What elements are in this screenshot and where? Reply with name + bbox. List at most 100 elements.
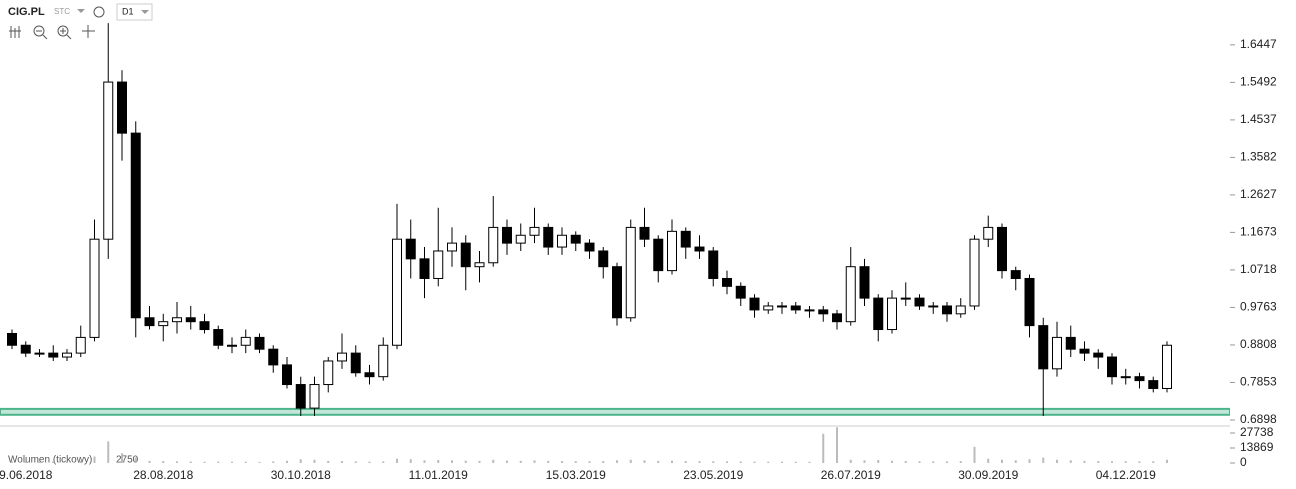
volume-bar xyxy=(753,461,756,463)
candle-body xyxy=(1120,376,1131,379)
volume-bar xyxy=(437,459,440,463)
volume-bar xyxy=(38,461,41,463)
volume-bar xyxy=(93,456,96,463)
dropdown-icon[interactable] xyxy=(141,10,149,14)
x-tick-label: 26.07.2019 xyxy=(821,468,881,482)
chart-type-icon[interactable] xyxy=(9,26,21,38)
x-tick-label: 28.08.2018 xyxy=(133,468,193,482)
info-icon[interactable] xyxy=(93,6,105,18)
volume-bar xyxy=(423,460,426,463)
volume-bar xyxy=(946,461,948,463)
candle-body xyxy=(570,234,581,244)
candle-body xyxy=(1162,344,1172,389)
volume-last: 2750 xyxy=(116,455,139,466)
volume-bar xyxy=(52,461,55,463)
dropdown-icon[interactable] xyxy=(77,9,85,13)
candle-body xyxy=(955,305,966,315)
volume-bar xyxy=(588,461,591,463)
x-tick-label: 30.10.2018 xyxy=(271,468,331,482)
volume-bar xyxy=(794,461,797,463)
volume-bar xyxy=(382,461,385,463)
candle-body xyxy=(309,384,320,409)
candle-body xyxy=(543,226,554,248)
candle-body xyxy=(323,360,334,386)
volume-bar xyxy=(176,461,178,463)
volume-bar xyxy=(506,460,508,463)
candle-body xyxy=(1107,356,1117,378)
volume-bar xyxy=(162,461,165,463)
volume-bar xyxy=(299,459,302,463)
candle-body xyxy=(460,242,471,268)
candle-body xyxy=(818,309,829,315)
candle-body xyxy=(144,317,155,327)
volume-bar xyxy=(217,461,220,463)
volume-bar xyxy=(451,460,453,463)
volume-bar xyxy=(1152,461,1155,463)
candle-body xyxy=(295,384,306,409)
interval-select[interactable] xyxy=(116,3,153,21)
candle-body xyxy=(1065,336,1076,350)
volume-bar xyxy=(134,457,137,463)
zoom-in-icon[interactable] xyxy=(57,25,69,37)
zoom-out-icon[interactable] xyxy=(33,25,45,37)
volume-bar xyxy=(1124,461,1127,463)
volume-bar xyxy=(107,441,110,463)
candle-body xyxy=(667,230,677,272)
volume-bar xyxy=(987,458,990,463)
candle-body xyxy=(89,238,100,338)
y-tick-label: 1.6447 xyxy=(1240,37,1277,51)
candle-body xyxy=(172,317,182,323)
volume-bar xyxy=(519,460,522,463)
volume-bar xyxy=(739,461,742,463)
volume-bar xyxy=(602,461,605,463)
volume-bar xyxy=(189,461,192,463)
candle-body xyxy=(790,305,801,311)
volume-bar xyxy=(684,461,687,463)
candle-body xyxy=(653,238,664,272)
candle-body xyxy=(680,230,691,248)
candle-body xyxy=(832,313,842,323)
volume-bar xyxy=(1014,460,1017,463)
candle-body xyxy=(378,344,389,378)
support-zone xyxy=(0,407,1230,416)
candle-body xyxy=(405,238,416,260)
candle-body xyxy=(117,81,127,134)
volume-bar xyxy=(877,459,880,463)
volume-bar xyxy=(822,433,825,463)
volume-bar xyxy=(574,461,577,463)
volume-bar xyxy=(863,460,866,463)
volume-bar xyxy=(354,461,357,463)
candle-body xyxy=(1079,348,1090,354)
candle-body xyxy=(584,242,595,252)
y-tick-label: 0.8808 xyxy=(1240,337,1277,351)
candle-body xyxy=(350,352,361,374)
volume-bar xyxy=(341,461,343,463)
candle-body xyxy=(983,226,994,240)
volume-bar xyxy=(698,461,701,463)
candle-body xyxy=(859,266,870,299)
volume-bar xyxy=(973,446,976,463)
symbol: CIG.PL xyxy=(8,6,45,18)
candle-body xyxy=(103,81,114,240)
candle-body xyxy=(1038,325,1049,370)
x-tick-label: 30.09.2019 xyxy=(958,468,1018,482)
toolbar xyxy=(9,25,95,40)
volume-bar xyxy=(244,461,247,463)
y-tick-label: 1.2627 xyxy=(1240,187,1277,201)
candle-body xyxy=(364,372,375,378)
candle-body xyxy=(639,226,650,240)
x-tick-label: 9.06.2018 xyxy=(0,468,53,482)
volume-title: Wolumen (tickowy) xyxy=(8,455,92,466)
candle-body xyxy=(694,246,705,252)
candle-body xyxy=(1024,277,1035,327)
candle-body xyxy=(557,234,567,248)
move-icon[interactable] xyxy=(82,25,95,38)
interval: D1 xyxy=(122,6,134,16)
volume-bar xyxy=(849,459,852,463)
candle-body xyxy=(735,285,746,299)
volume-bar xyxy=(616,460,618,463)
volume-bar xyxy=(148,460,151,463)
volume-bar xyxy=(932,461,935,463)
volume-bar xyxy=(547,460,550,463)
